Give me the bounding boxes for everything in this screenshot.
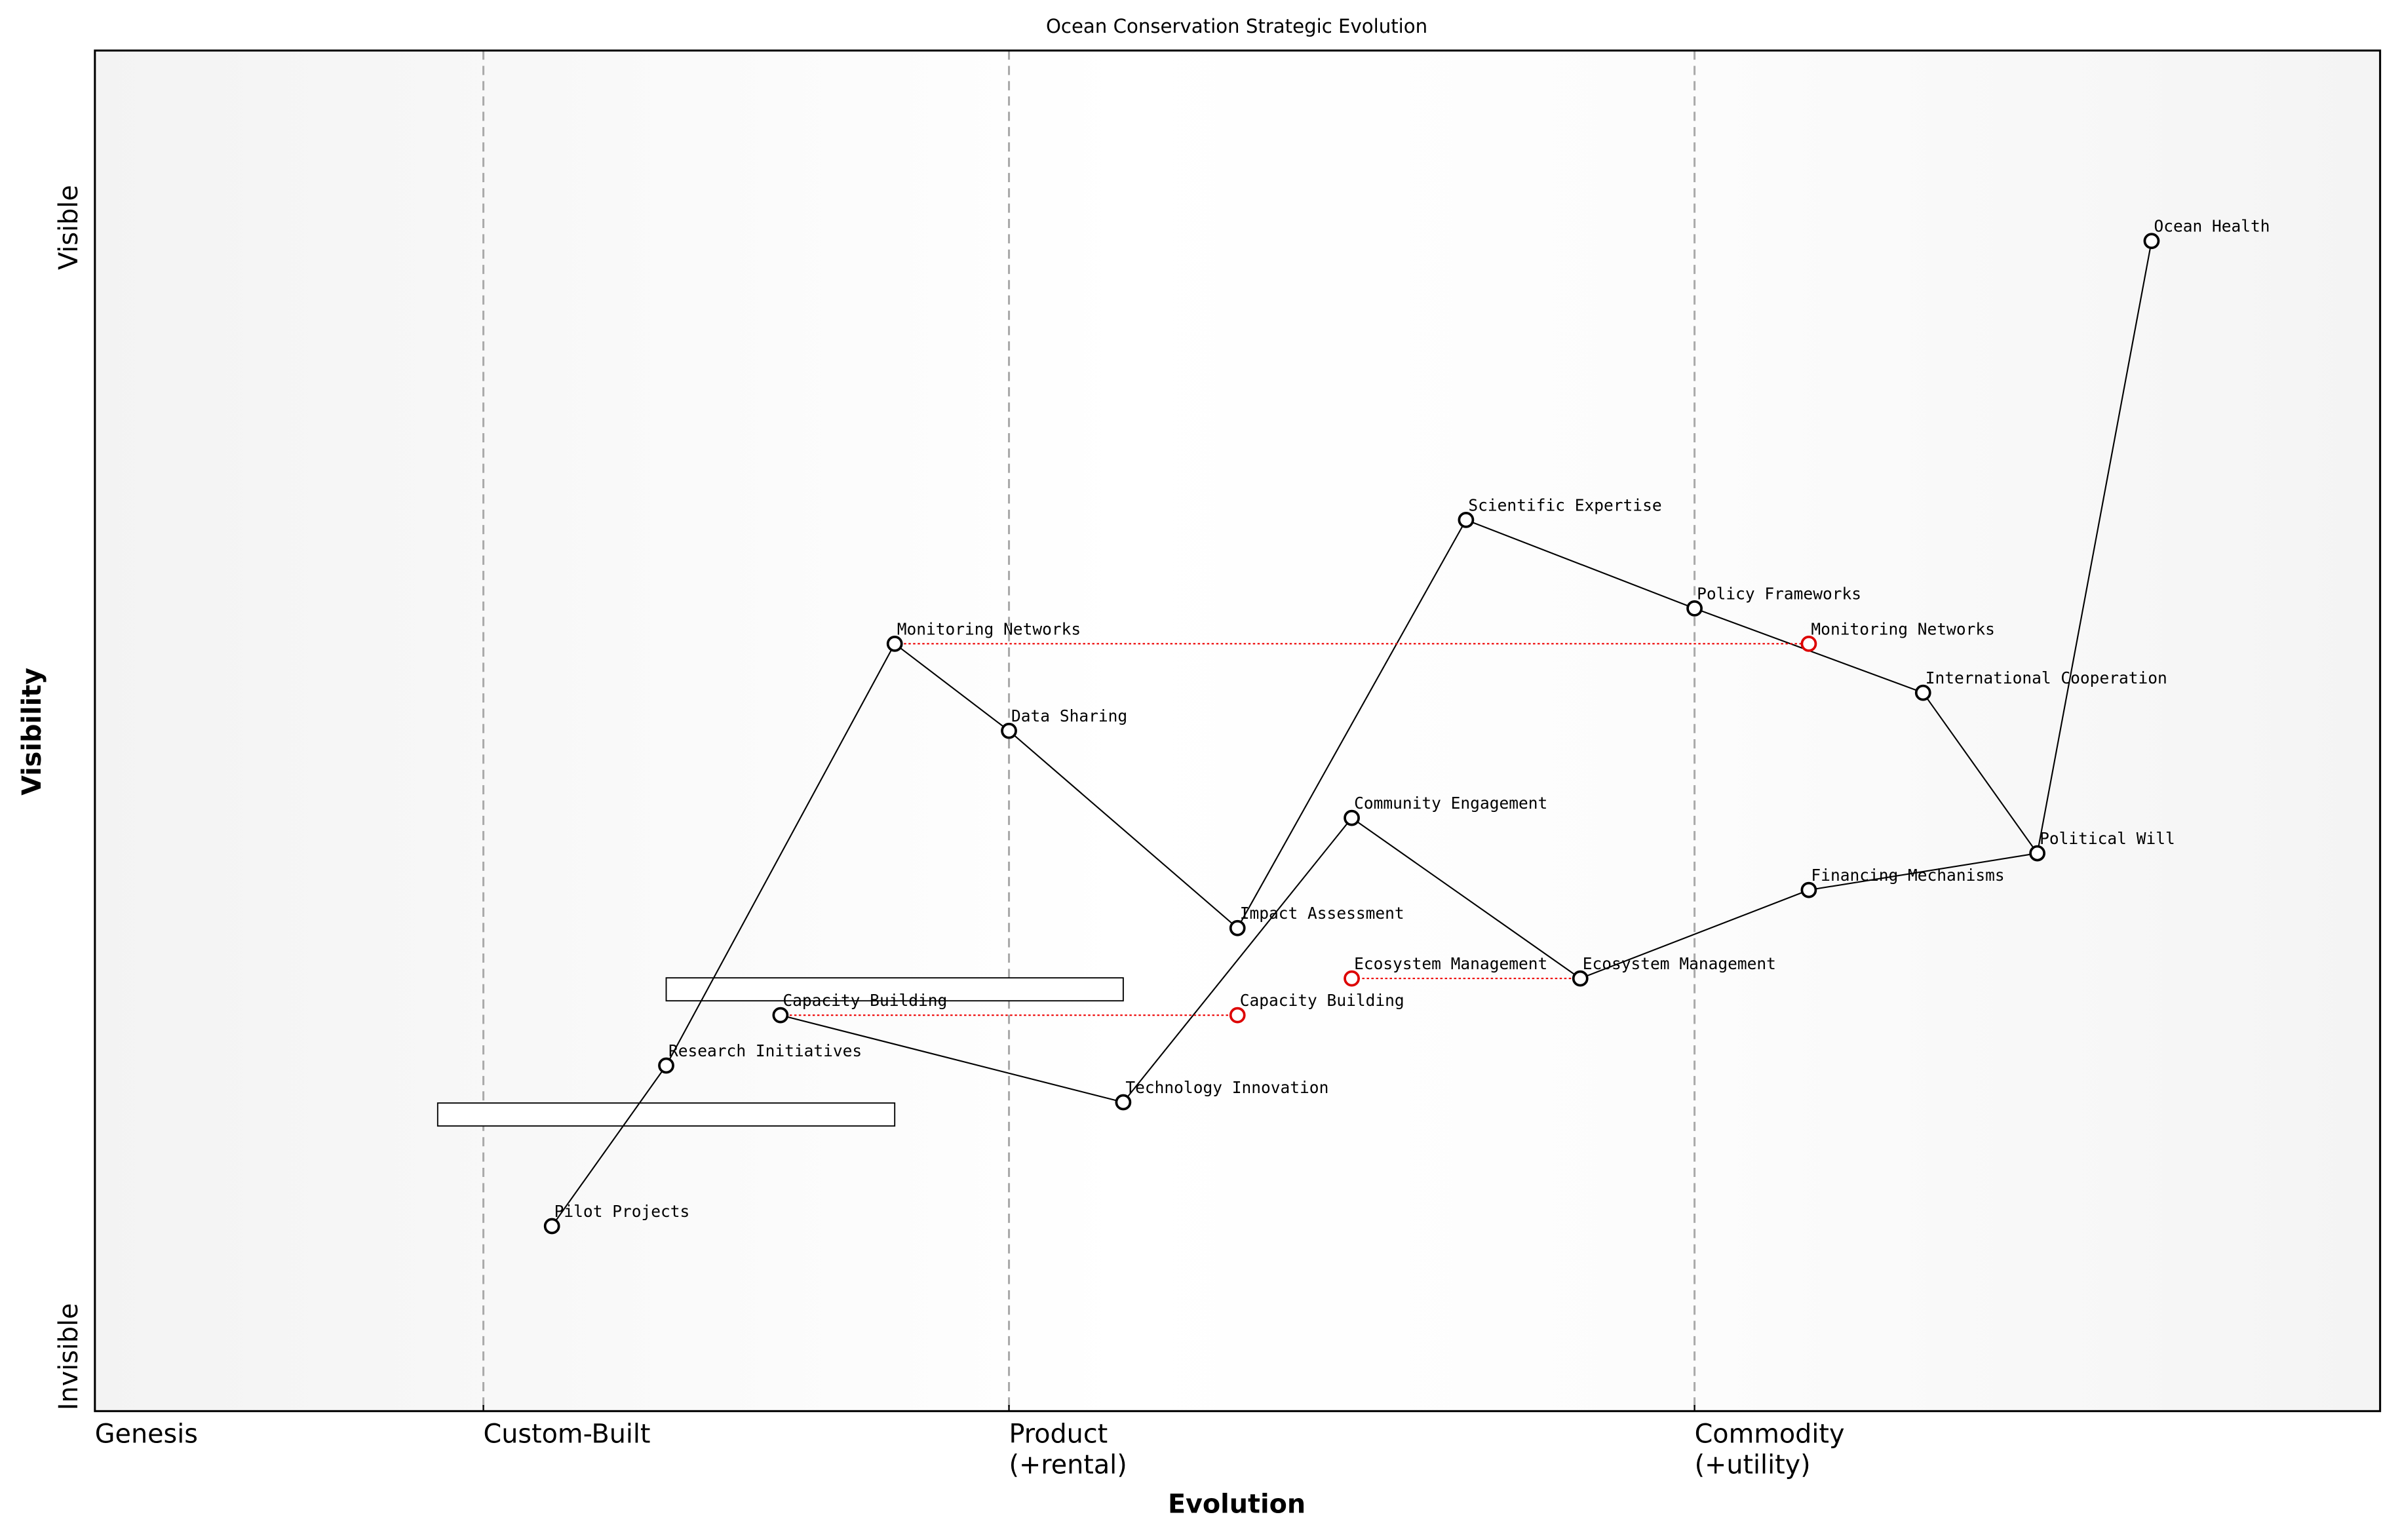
component [658,1057,674,1074]
component-label: Pilot Projects [554,1202,690,1221]
evolve-label: Monitoring Networks [1811,619,1994,638]
component-label: Political Will [2040,829,2175,848]
component [1914,684,1931,701]
component-label: Ecosystem Management [1583,954,1776,973]
x-tick-label: Product (+rental) [1009,1419,1127,1480]
link [665,643,896,1066]
link [1351,817,1581,979]
x-tick-label: Commodity (+utility) [1695,1419,1845,1480]
pipeline [665,977,1124,1002]
component-label: International Cooperation [1926,668,2167,687]
evolve-marker [1344,970,1360,987]
evolve-label: Capacity Building [1240,991,1404,1010]
component-label: Research Initiatives [668,1041,862,1060]
component-label: Monitoring Networks [897,619,1081,638]
evolve-marker [1229,1007,1246,1024]
link [1808,853,2038,891]
link [1922,692,2038,854]
x-axis-label: Evolution [1168,1490,1306,1520]
component [1229,919,1246,936]
component [1001,722,1017,739]
link [1123,817,1353,1103]
link [2036,241,2152,854]
link [1237,519,1467,929]
link [1008,730,1238,929]
evolve-label: Ecosystem Management [1354,954,1547,973]
y-tick-label: Invisible [54,1303,84,1410]
plot-background [94,50,2380,1412]
component [1344,809,1360,826]
pipeline [436,1102,896,1127]
component [2029,845,2045,862]
component [1800,881,1817,898]
plot-frame [94,49,2382,1412]
evolve-marker [1800,635,1817,652]
component-label: Ocean Health [2154,217,2270,236]
chart-title: Ocean Conservation Strategic Evolution [1046,15,1427,37]
component [1458,512,1475,528]
component-label: Financing Mechanisms [1811,866,2004,885]
component-label: Policy Frameworks [1697,584,1861,603]
y-axis-label: Visibility [17,668,47,796]
component-label: Data Sharing [1011,706,1127,725]
x-tick-label: Genesis [95,1419,198,1449]
component-label: Community Engagement [1354,794,1547,813]
link [1465,519,1695,609]
link [1579,889,1810,980]
component-label: Technology Innovation [1125,1078,1328,1097]
component-label: Capacity Building [783,991,947,1010]
component [543,1218,560,1235]
component-label: Scientific Expertise [1468,495,1661,514]
component [2143,233,2160,250]
component [1572,970,1589,987]
link [551,1065,667,1227]
component [1686,600,1703,617]
component [1115,1094,1132,1111]
component-label: Impact Assessment [1240,904,1404,923]
x-tick-label: Custom-Built [484,1419,651,1449]
link [894,643,1010,732]
component [886,635,903,652]
component [772,1007,789,1024]
y-tick-label: Visible [54,185,84,270]
link [780,1014,1124,1104]
